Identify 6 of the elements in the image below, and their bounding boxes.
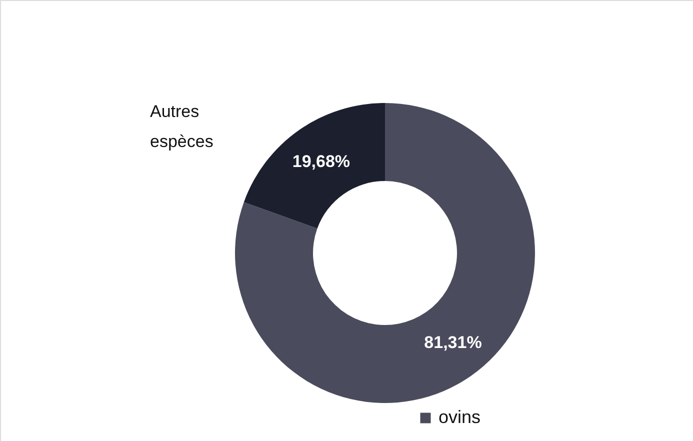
donut-slice (235, 103, 535, 403)
data-label: 81,31% (424, 333, 482, 352)
donut-slice (244, 103, 385, 229)
legend-label: ovins (438, 407, 481, 427)
data-label: 19,68% (292, 152, 350, 172)
slice-label: Autres espèces (150, 102, 214, 151)
